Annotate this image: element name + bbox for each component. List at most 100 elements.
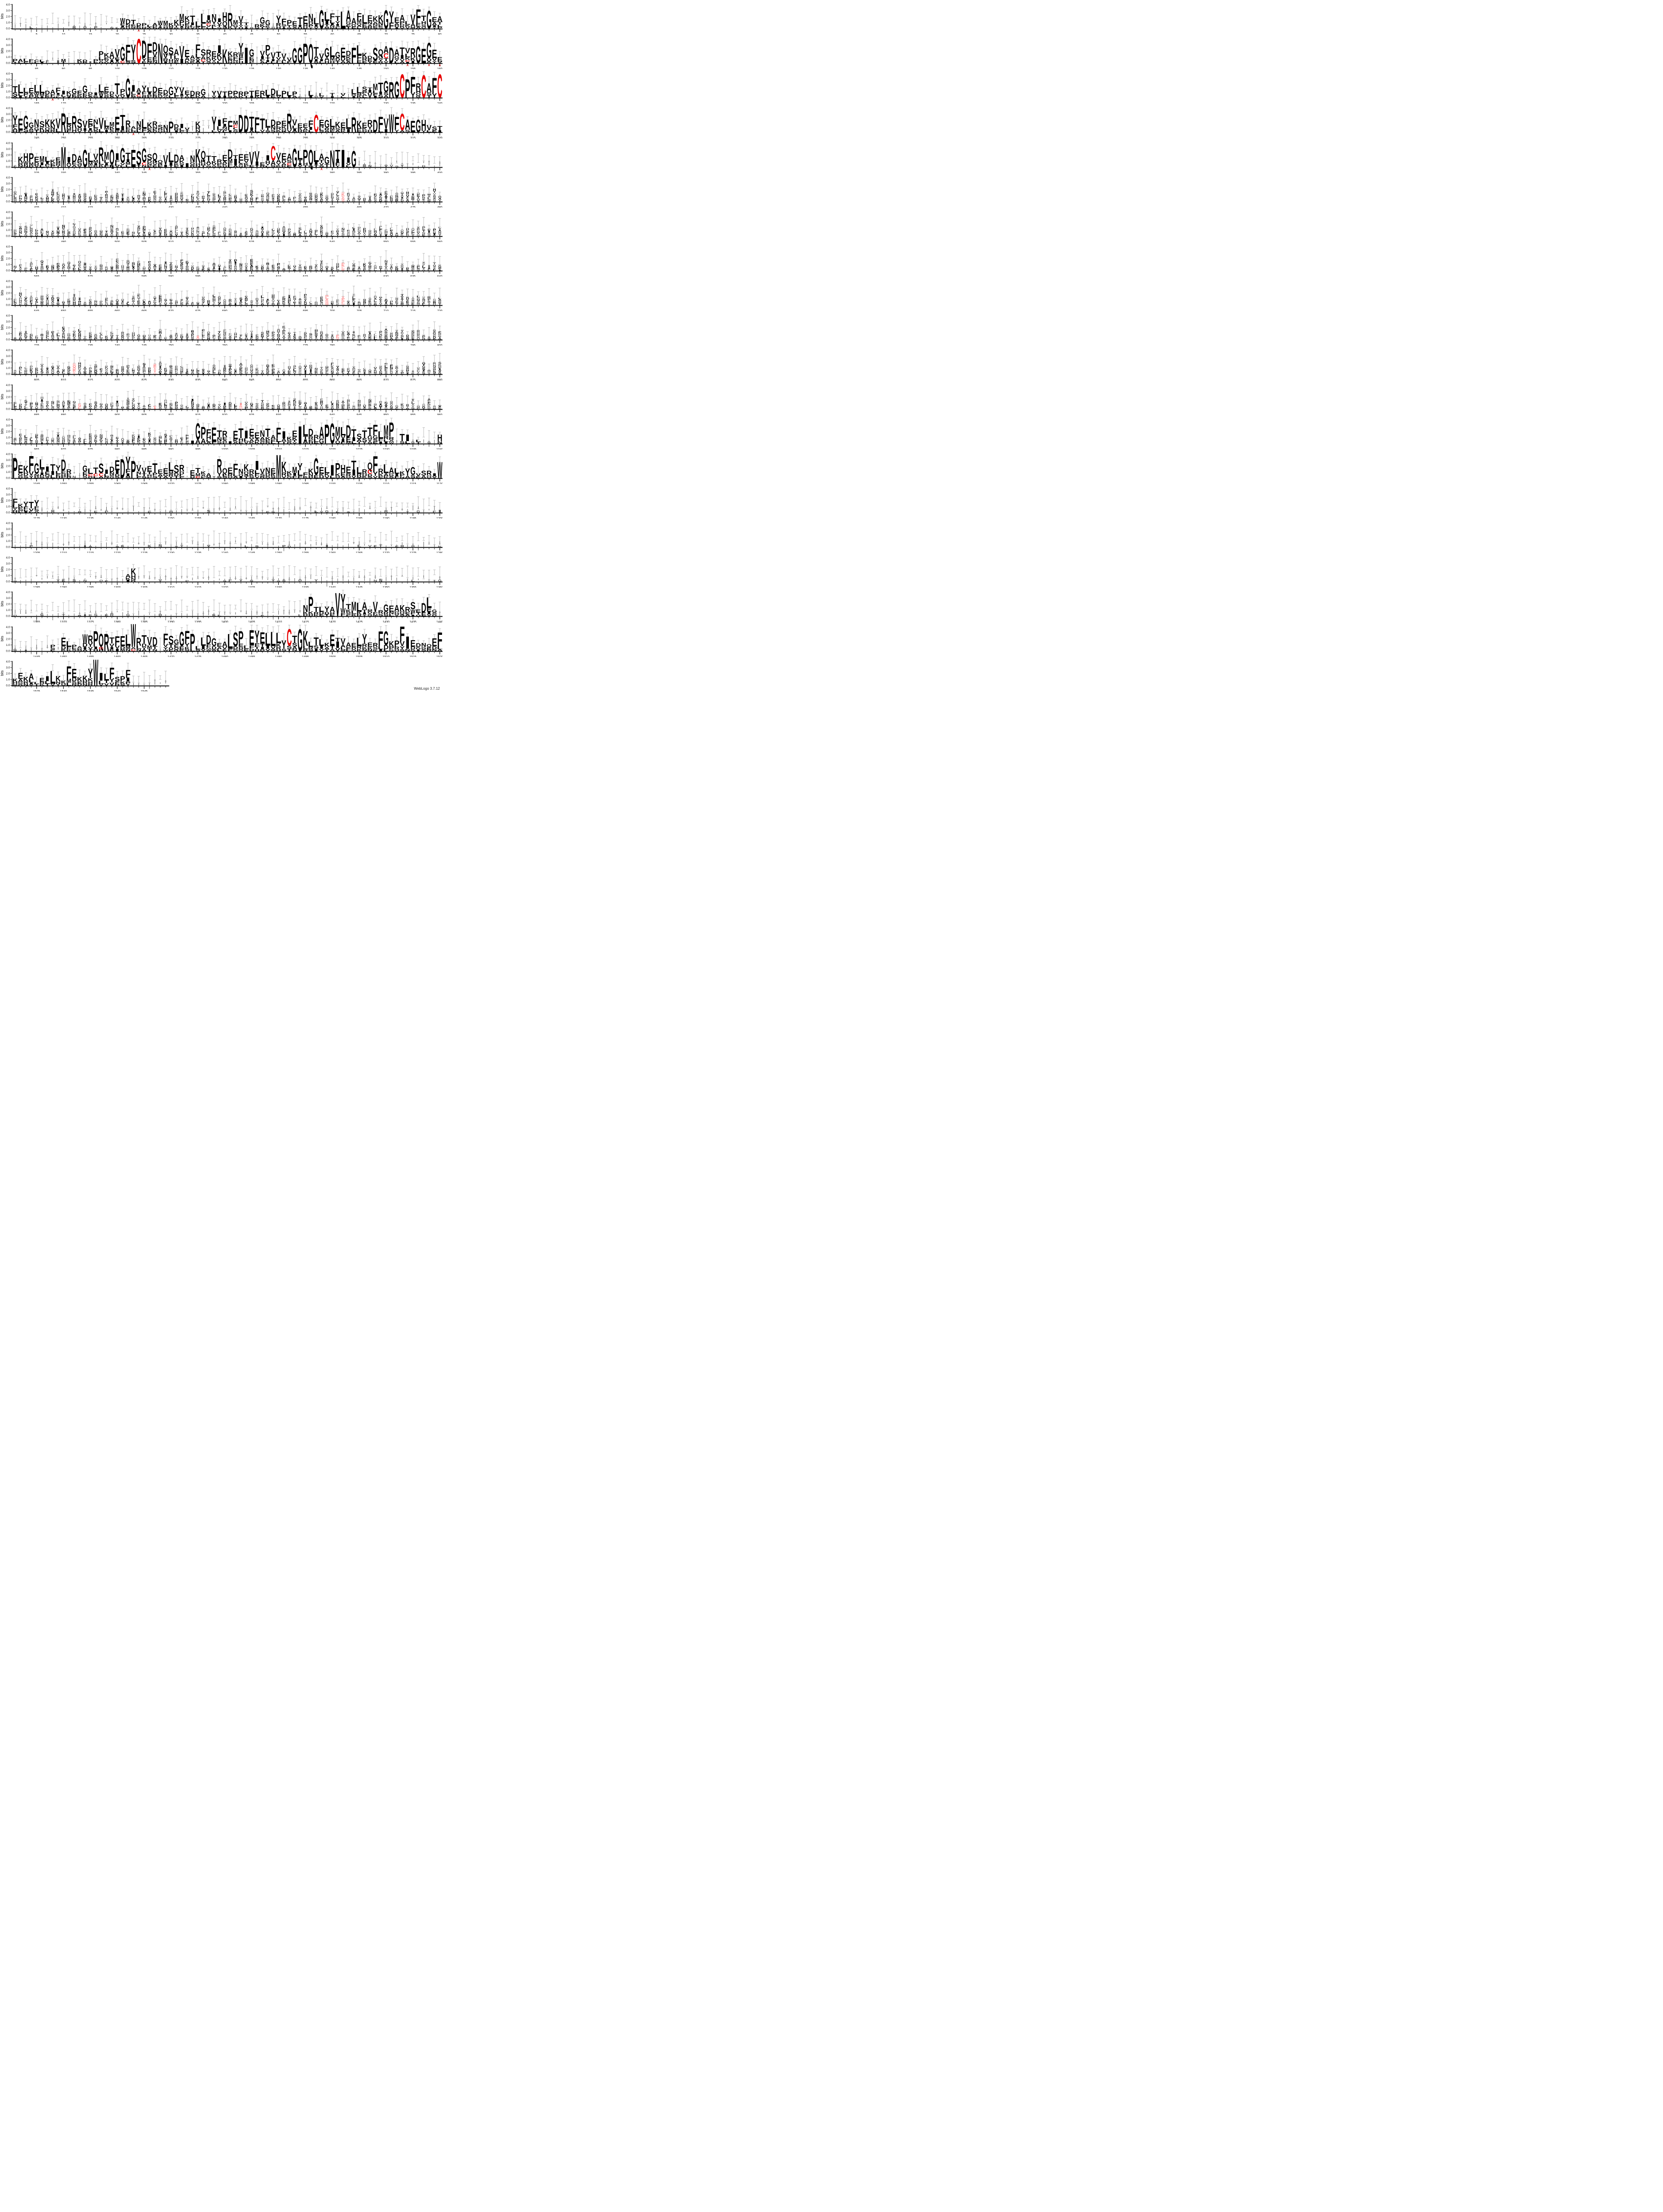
svg-text:G: G — [351, 147, 356, 172]
svg-text:A: A — [191, 371, 194, 374]
svg-text:R: R — [158, 196, 162, 198]
svg-text:V: V — [379, 333, 383, 335]
svg-text:F: F — [89, 403, 92, 405]
svg-text:K: K — [179, 159, 185, 164]
svg-text:S: S — [228, 373, 231, 374]
svg-text:K: K — [89, 435, 92, 437]
svg-text:N: N — [191, 402, 194, 405]
svg-text:M: M — [233, 120, 238, 126]
svg-text:C: C — [437, 69, 442, 104]
svg-text:G: G — [249, 435, 254, 440]
svg-text:S: S — [46, 196, 49, 197]
svg-text:K: K — [19, 269, 23, 271]
svg-text:A: A — [358, 267, 361, 270]
svg-text:D: D — [62, 227, 65, 229]
svg-text:Y: Y — [121, 269, 125, 271]
svg-text:E: E — [142, 191, 146, 193]
svg-text:A: A — [351, 16, 357, 26]
svg-text:K: K — [433, 338, 436, 340]
svg-text:N: N — [110, 196, 113, 199]
svg-text:Y: Y — [395, 300, 399, 301]
svg-text:L: L — [98, 160, 104, 165]
svg-text:F: F — [115, 198, 119, 200]
svg-text:Y: Y — [363, 201, 366, 202]
svg-text:K: K — [164, 368, 167, 371]
svg-text:Y: Y — [367, 61, 373, 64]
svg-text:K: K — [185, 15, 190, 23]
svg-text:F: F — [320, 264, 323, 266]
svg-text:L: L — [411, 230, 415, 233]
svg-text:G: G — [324, 118, 329, 131]
svg-text:D: D — [29, 165, 34, 168]
svg-text:G: G — [229, 364, 232, 366]
svg-text:P: P — [50, 165, 55, 168]
svg-text:1245: 1245 — [248, 552, 255, 553]
svg-text:K: K — [13, 372, 16, 375]
svg-text:V: V — [293, 268, 296, 270]
svg-text:N: N — [34, 118, 39, 130]
logo-row: 0.01.02.03.04.0bits965970975980985990995… — [0, 417, 443, 449]
svg-text:Y: Y — [169, 439, 173, 442]
svg-text:D: D — [222, 165, 227, 167]
svg-text:R: R — [250, 366, 253, 369]
svg-text:R: R — [127, 441, 130, 444]
svg-text:L: L — [18, 82, 23, 96]
logo-row: 0.01.02.03.04.0bits120512101215122012251… — [0, 522, 443, 553]
svg-text:G: G — [233, 131, 238, 133]
svg-text:4.0: 4.0 — [6, 315, 10, 318]
svg-text:G: G — [195, 419, 200, 445]
svg-text:A: A — [385, 267, 388, 269]
svg-text:Q: Q — [433, 368, 436, 370]
svg-text:I: I — [179, 123, 185, 130]
svg-text:P: P — [228, 199, 231, 200]
svg-text:G: G — [46, 336, 49, 338]
svg-text:P: P — [12, 58, 18, 63]
svg-text:F: F — [304, 301, 308, 303]
svg-text:I: I — [340, 145, 346, 172]
svg-text:L: L — [137, 268, 141, 269]
svg-text:R: R — [422, 406, 426, 408]
svg-text:55: 55 — [304, 33, 307, 35]
svg-text:T: T — [56, 165, 61, 168]
svg-text:S: S — [239, 200, 243, 202]
svg-text:P: P — [127, 333, 130, 335]
svg-text:V: V — [298, 193, 302, 196]
svg-text:M: M — [206, 19, 211, 24]
svg-text:G: G — [120, 143, 125, 167]
svg-text:H: H — [78, 364, 81, 367]
svg-text:T: T — [315, 234, 318, 237]
svg-text:R: R — [320, 336, 323, 338]
svg-text:F: F — [378, 438, 383, 442]
svg-text:Y: Y — [331, 304, 334, 305]
svg-text:H: H — [46, 303, 49, 305]
svg-text:R: R — [272, 303, 275, 305]
svg-text:385: 385 — [357, 172, 362, 173]
svg-text:V: V — [78, 368, 81, 372]
svg-text:F: F — [185, 437, 189, 441]
svg-text:L: L — [19, 234, 22, 237]
svg-text:D: D — [115, 197, 119, 198]
svg-text:F: F — [233, 56, 238, 61]
svg-text:N: N — [110, 365, 113, 368]
svg-text:K: K — [19, 226, 23, 227]
svg-text:M: M — [179, 12, 184, 23]
svg-text:I: I — [400, 268, 404, 271]
svg-text:Q: Q — [281, 129, 287, 132]
svg-text:F: F — [320, 335, 323, 337]
svg-text:L: L — [411, 401, 415, 404]
svg-text:765: 765 — [249, 344, 254, 346]
svg-text:A: A — [427, 337, 431, 338]
svg-text:D: D — [385, 200, 388, 202]
svg-text:T: T — [83, 336, 87, 339]
svg-text:P: P — [40, 439, 43, 442]
svg-text:V: V — [379, 366, 383, 368]
svg-text:F: F — [378, 113, 383, 134]
svg-text:R: R — [400, 296, 404, 298]
svg-text:E: E — [190, 469, 195, 477]
svg-text:F: F — [110, 301, 113, 303]
svg-text:N: N — [19, 195, 22, 197]
svg-text:G: G — [438, 302, 441, 303]
svg-text:R: R — [383, 434, 389, 440]
svg-text:185: 185 — [142, 102, 147, 104]
svg-text:A: A — [109, 131, 115, 133]
